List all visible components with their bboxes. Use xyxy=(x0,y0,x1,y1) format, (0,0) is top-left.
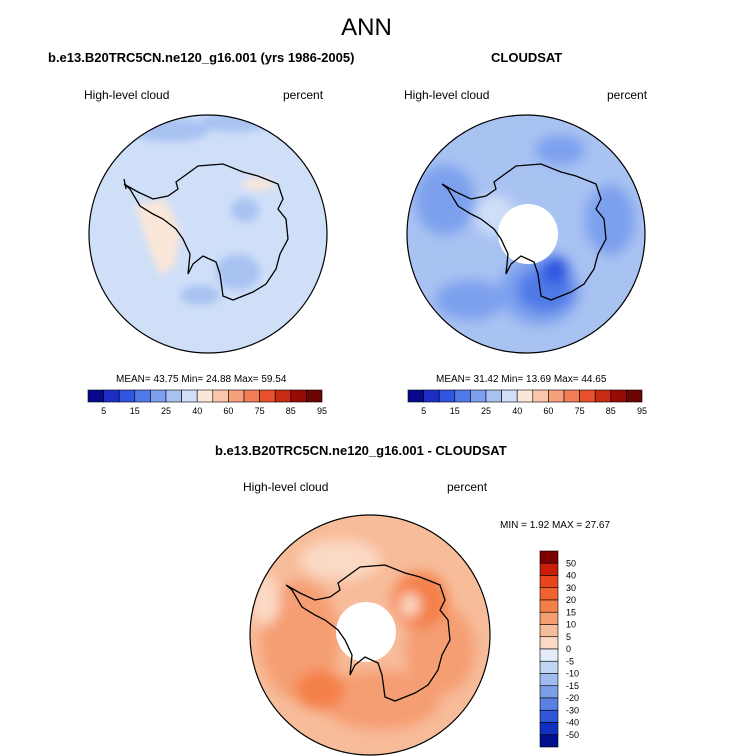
obs-colorbar-tick-label: 85 xyxy=(606,406,616,416)
obs-colorbar-box xyxy=(470,389,487,403)
diff-colorbar-box xyxy=(539,648,559,662)
obs-colorbar-box xyxy=(423,389,440,403)
obs-colorbar-box xyxy=(626,389,643,403)
model-colorbar-tick-label: 15 xyxy=(130,406,140,416)
model-colorbar-box xyxy=(274,389,292,403)
diff-colorbar-tick-label: -20 xyxy=(566,693,579,703)
diff-colorbar-tick-label: -10 xyxy=(566,669,579,679)
model-colorbar-box xyxy=(212,389,229,403)
obs-colorbar-box xyxy=(548,389,565,403)
diff-colorbar-tick-label: -15 xyxy=(566,681,579,691)
model-colorbar-box xyxy=(243,389,260,403)
model-colorbar-tick-label: 25 xyxy=(161,406,171,416)
diff-colorbar-box xyxy=(539,734,559,748)
diff-colorbar-box xyxy=(539,575,559,589)
model-colorbar-box xyxy=(259,389,276,403)
obs-map xyxy=(406,114,646,354)
model-colorbar-box xyxy=(196,389,214,403)
obs-colorbar-tick-label: 60 xyxy=(543,406,553,416)
diff-colorbar-tick-label: -40 xyxy=(566,718,579,728)
diff-colorbar-box xyxy=(539,660,559,674)
diff-colorbar-box xyxy=(539,636,559,650)
diff-colorbar-box xyxy=(539,611,559,625)
model-units-label: percent xyxy=(283,88,324,102)
diff-colorbar-tick-label: 30 xyxy=(566,583,576,593)
obs-colorbar: 5 15 25 40 60 75 85 95 xyxy=(407,389,647,416)
diff-units-label: percent xyxy=(447,480,488,494)
diff-colorbar-tick-label: -30 xyxy=(566,705,579,715)
model-map xyxy=(88,114,328,354)
diff-colorbar-tick-label: -5 xyxy=(566,656,574,666)
diff-map xyxy=(249,514,491,756)
obs-colorbar-box xyxy=(563,389,580,403)
obs-variable-label: High-level cloud xyxy=(404,88,490,102)
model-colorbar-tick-label: 40 xyxy=(192,406,202,416)
model-colorbar-tick-label: 5 xyxy=(101,406,106,416)
diff-colorbar-tick-label: 0 xyxy=(566,644,571,654)
diff-colorbar-box xyxy=(539,587,559,601)
obs-colorbar-box xyxy=(501,389,518,403)
model-colorbar-box xyxy=(87,389,104,403)
obs-colorbar-tick-label: 75 xyxy=(575,406,585,416)
diff-colorbar-box xyxy=(539,599,559,613)
model-colorbar-tick-label: 85 xyxy=(286,406,296,416)
diff-colorbar-tick-label: 50 xyxy=(566,558,576,568)
diff-stats: MIN = 1.92 MAX = 27.67 xyxy=(500,520,611,531)
model-colorbar-box xyxy=(228,389,245,403)
diff-variable-label: High-level cloud xyxy=(243,480,329,494)
obs-colorbar-box xyxy=(610,389,627,403)
obs-colorbar-box xyxy=(579,389,596,403)
obs-colorbar-box xyxy=(594,389,612,403)
model-colorbar-box xyxy=(290,389,307,403)
obs-colorbar-box xyxy=(485,389,502,403)
model-colorbar: 5 15 25 40 60 75 85 95 xyxy=(87,389,327,416)
obs-colorbar-tick-label: 40 xyxy=(512,406,522,416)
diff-colorbar-tick-label: 5 xyxy=(566,632,571,642)
obs-stats: MEAN= 31.42 Min= 13.69 Max= 44.65 xyxy=(436,374,607,385)
diff-colorbar-box xyxy=(539,562,559,576)
diff-colorbar-box xyxy=(539,685,559,699)
model-colorbar-box xyxy=(134,389,151,403)
model-stats: MEAN= 43.75 Min= 24.88 Max= 59.54 xyxy=(116,374,287,385)
obs-colorbar-box xyxy=(438,389,456,403)
diff-colorbar-tick-label: 20 xyxy=(566,595,576,605)
diff-colorbar-box xyxy=(539,697,559,711)
model-panel-title: b.e13.B20TRC5CN.ne120_g16.001 (yrs 1986-… xyxy=(48,50,355,65)
diff-colorbar-box xyxy=(539,624,559,638)
diff-colorbar-tick-label: -50 xyxy=(566,730,579,740)
model-colorbar-box xyxy=(165,389,182,403)
diff-panel-title: b.e13.B20TRC5CN.ne120_g16.001 - CLOUDSAT xyxy=(215,443,507,458)
model-colorbar-box xyxy=(103,389,120,403)
model-colorbar-box xyxy=(118,389,136,403)
diff-colorbar-tick-label: 10 xyxy=(566,620,576,630)
diff-colorbar-box xyxy=(539,673,559,687)
main-title: ANN xyxy=(341,14,392,41)
obs-colorbar-box xyxy=(407,389,424,403)
obs-colorbar-tick-label: 5 xyxy=(421,406,426,416)
obs-colorbar-box xyxy=(454,389,471,403)
diff-colorbar-box xyxy=(539,722,559,736)
model-colorbar-tick-label: 95 xyxy=(317,406,327,416)
obs-colorbar-box xyxy=(532,389,549,403)
obs-colorbar-box xyxy=(516,389,534,403)
diff-colorbar-tick-label: 15 xyxy=(566,607,576,617)
diff-colorbar-tick-label: 40 xyxy=(566,571,576,581)
obs-units-label: percent xyxy=(607,88,648,102)
model-colorbar-box xyxy=(181,389,198,403)
diff-colorbar-box xyxy=(539,709,559,723)
obs-panel-title: CLOUDSAT xyxy=(491,50,563,65)
obs-colorbar-tick-label: 25 xyxy=(481,406,491,416)
obs-colorbar-tick-label: 95 xyxy=(637,406,647,416)
diff-colorbar-box xyxy=(539,550,559,564)
model-colorbar-box xyxy=(306,389,323,403)
model-colorbar-tick-label: 60 xyxy=(223,406,233,416)
model-colorbar-box xyxy=(150,389,167,403)
model-colorbar-tick-label: 75 xyxy=(255,406,265,416)
obs-colorbar-tick-label: 15 xyxy=(450,406,460,416)
model-variable-label: High-level cloud xyxy=(84,88,170,102)
